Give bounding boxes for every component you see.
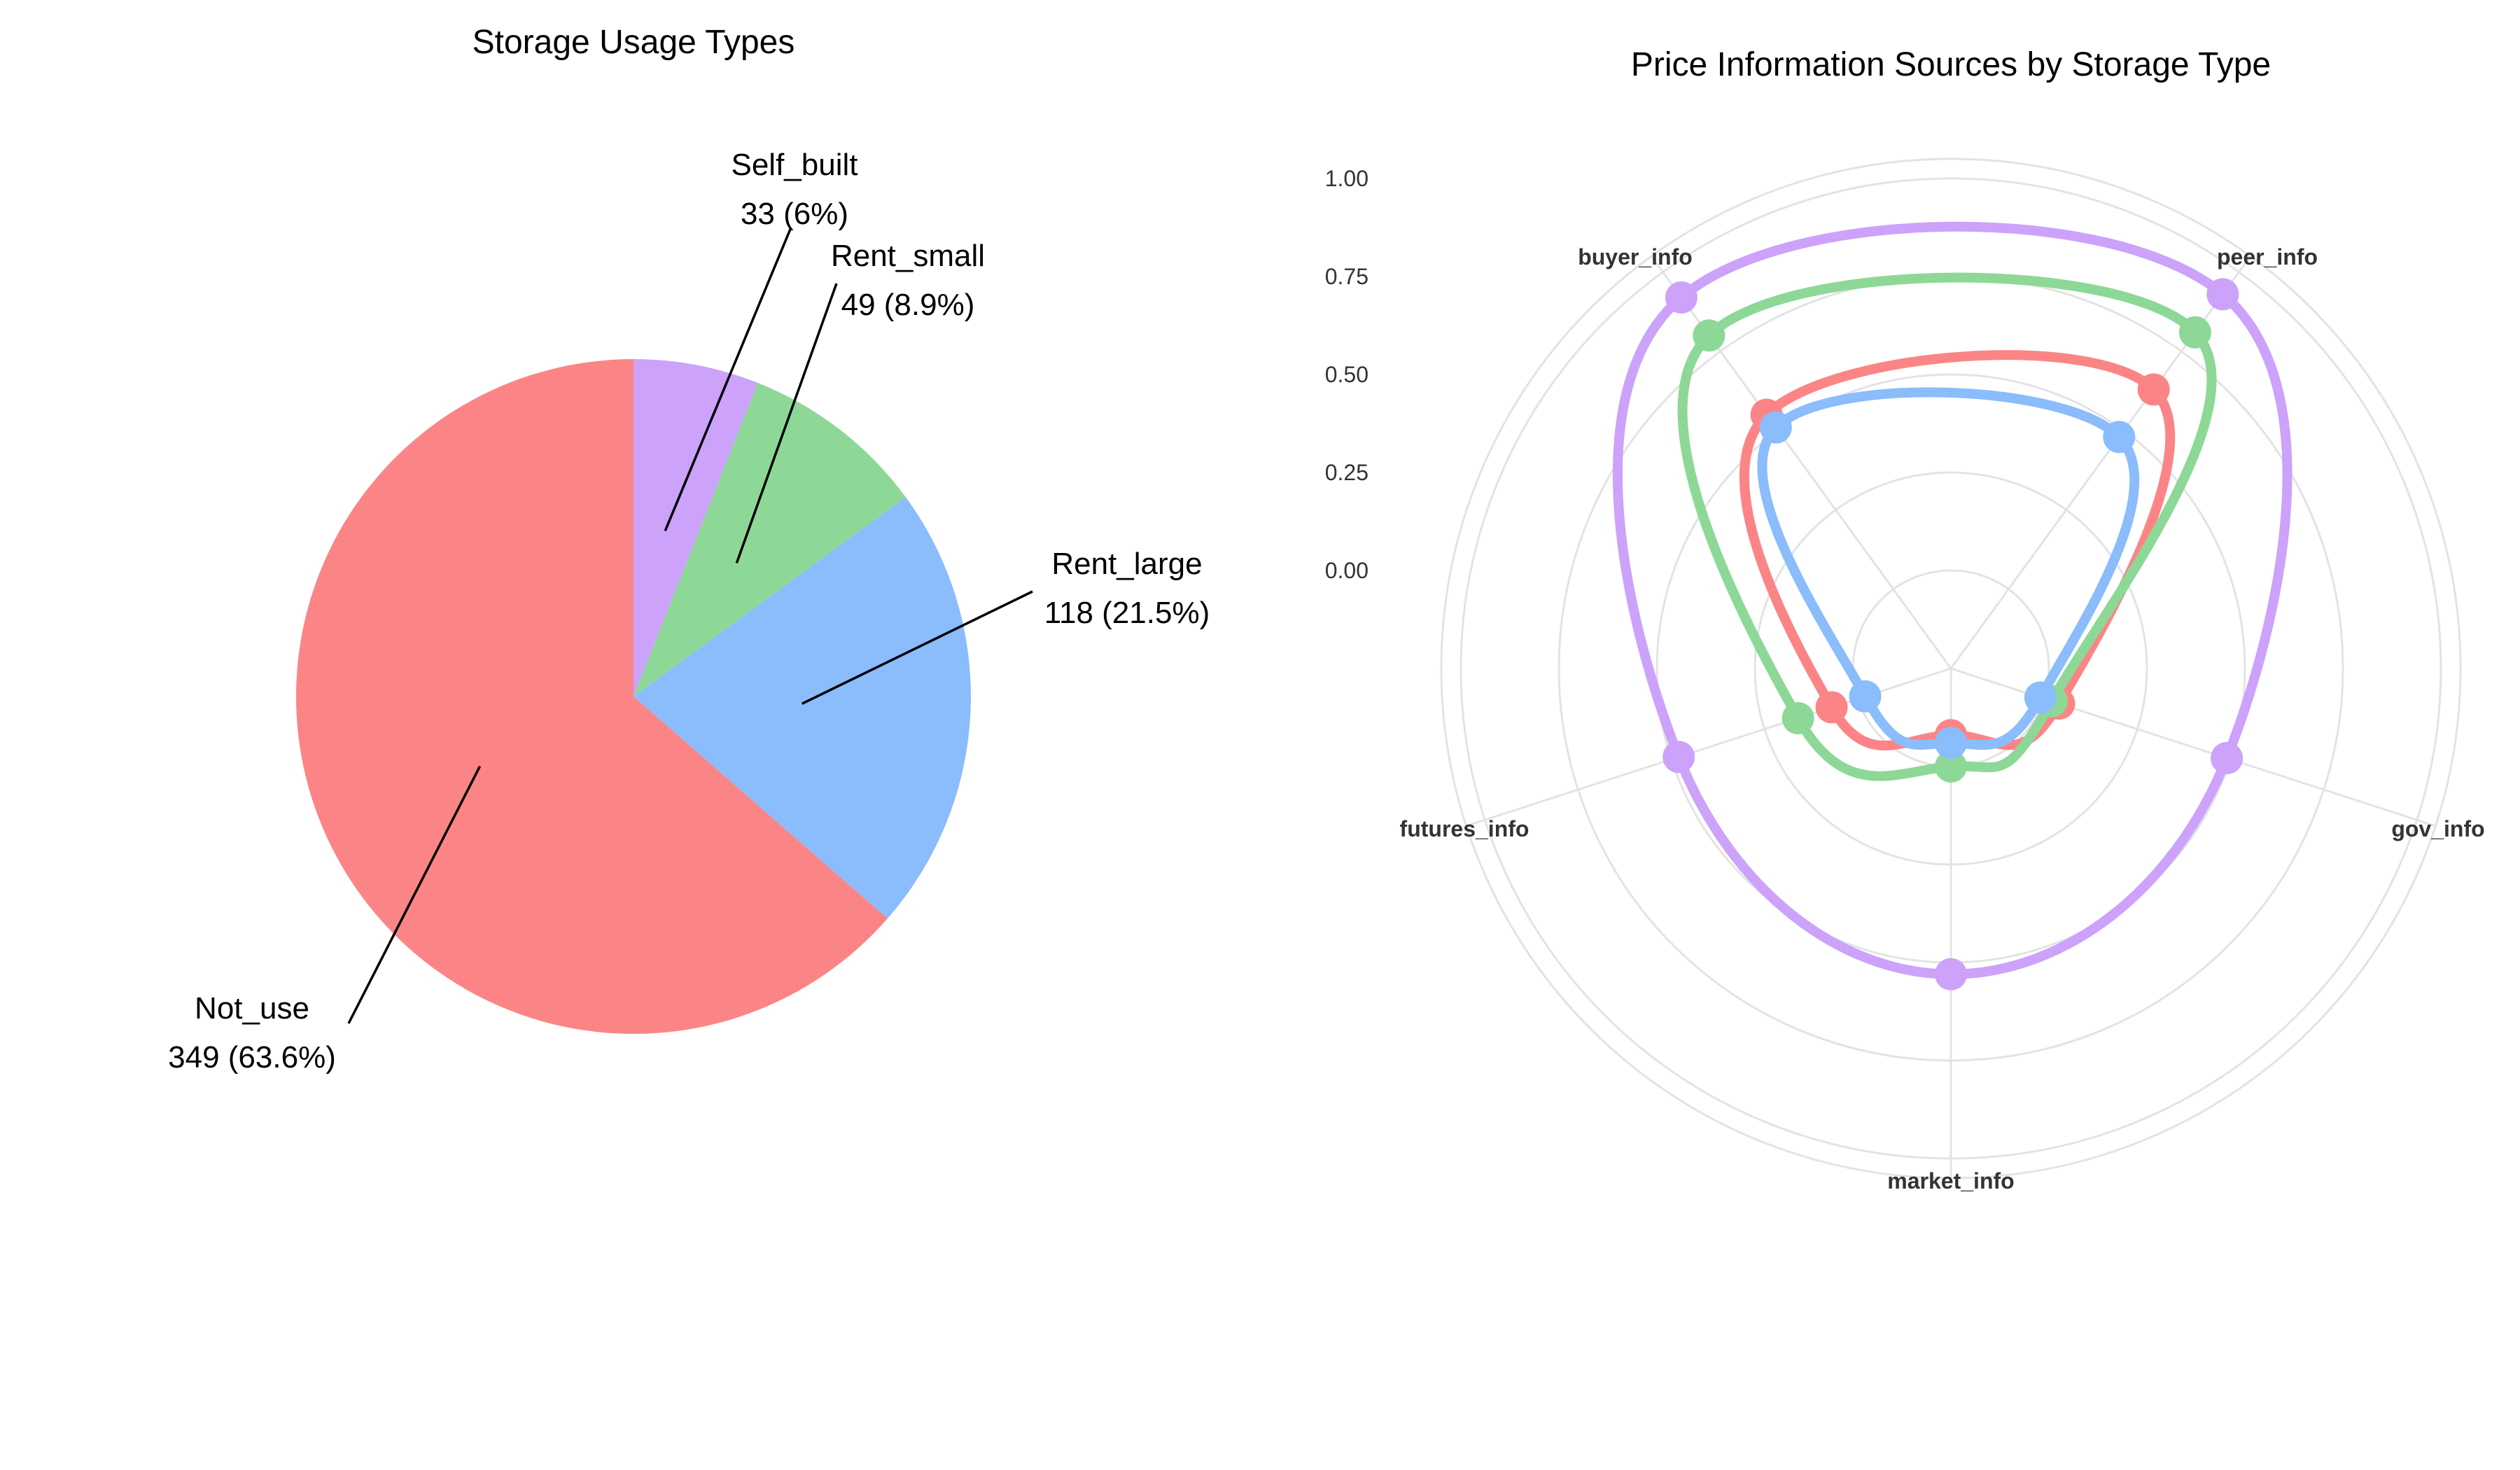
radar-point-futures-info <box>1782 701 1814 734</box>
pie-value-rent-small: 49 (8.9%) <box>841 288 975 322</box>
radar-chart: Price Information Sources by Storage Typ… <box>1325 46 2485 1194</box>
pie-slice-rent-small <box>634 382 906 696</box>
radar-series-1 <box>1677 272 2217 783</box>
pie-label-rent-large: Rent_large <box>1051 547 1202 581</box>
pie-slice-not-use <box>296 359 888 1034</box>
radar-axis-label-peer-info: peer_info <box>2217 244 2318 270</box>
radar-tick-label: 1.00 <box>1325 166 1368 191</box>
radar-axis-label-futures-info: futures_info <box>1400 816 1530 841</box>
radar-axis-label-gov-info: gov_info <box>2391 816 2484 841</box>
radar-tick-label: 0.50 <box>1325 362 1368 387</box>
radar-point-futures-info <box>1662 741 1695 774</box>
radar-point-buyer-info <box>1665 281 1698 314</box>
pie-label-not-use: Not_use <box>195 991 309 1026</box>
radar-chart-title: Price Information Sources by Storage Typ… <box>1631 46 2271 83</box>
pie-leader-line-self-built <box>664 227 792 531</box>
radar-point-buyer-info <box>1693 319 1726 352</box>
radar-series-3 <box>1757 387 2140 760</box>
radar-point-market-info <box>1935 958 1967 990</box>
pie-slice-rent-large <box>634 497 971 919</box>
radar-series-line <box>1677 272 2217 781</box>
radar-point-buyer-info <box>1759 411 1792 444</box>
radar-point-peer-info <box>2137 373 2170 406</box>
radar-tick-label: 0.25 <box>1325 460 1368 485</box>
radar-tick-labels: 0.00 0.25 0.50 0.75 1.00 <box>1325 166 1368 583</box>
radar-series <box>1612 221 2292 990</box>
radar-point-market-info <box>1935 750 1967 783</box>
pie-slices <box>296 359 971 1034</box>
radar-series-line <box>1612 221 2292 979</box>
radar-axis-labels: peer_info gov_info market_info futures_info… <box>1400 244 2485 1194</box>
radar-series-line <box>1757 387 2140 750</box>
pie-leader-line-rent-small <box>735 283 838 564</box>
pie-label-self-built: Self_built <box>731 148 858 182</box>
pie-chart-title: Storage Usage Types <box>472 24 795 61</box>
radar-point-gov-info <box>2211 742 2244 775</box>
radar-point-market-info <box>1935 727 1967 760</box>
radar-spoke <box>1949 255 2252 669</box>
radar-spoke <box>1650 255 1952 669</box>
pie-slice-self-built <box>634 359 758 696</box>
radar-point-gov-info <box>2024 681 2057 714</box>
radar-point-futures-info <box>1815 691 1848 724</box>
radar-series-2 <box>1612 221 2292 990</box>
radar-point-peer-info <box>2178 316 2211 349</box>
radar-grid <box>1440 158 2462 1180</box>
radar-point-peer-info <box>2206 278 2239 311</box>
pie-chart: Storage Usage Types Self_built 33 (6%) Ren… <box>168 24 1210 1074</box>
pie-value-self-built: 33 (6%) <box>741 197 848 231</box>
pie-labels: Self_built 33 (6%) Rent_small 49 (8.9%) Rent… <box>168 148 1210 1074</box>
pie-leader-line-rent-large <box>802 590 1033 705</box>
radar-axis-label-market-info: market_info <box>1887 1168 2014 1194</box>
pie-leader-line-not-use <box>347 765 482 1024</box>
radar-axis-label-buyer-info: buyer_info <box>1578 244 1693 270</box>
radar-point-futures-info <box>1849 680 1882 713</box>
pie-label-rent-small: Rent_small <box>831 239 985 273</box>
radar-tick-label: 0.75 <box>1325 264 1368 289</box>
radar-series-0 <box>1740 350 2176 752</box>
radar-point-peer-info <box>2103 421 2136 454</box>
radar-tick-label: 0.00 <box>1325 558 1368 583</box>
pie-value-not-use: 349 (63.6%) <box>168 1040 336 1074</box>
pie-value-rent-large: 118 (21.5%) <box>1044 596 1210 630</box>
